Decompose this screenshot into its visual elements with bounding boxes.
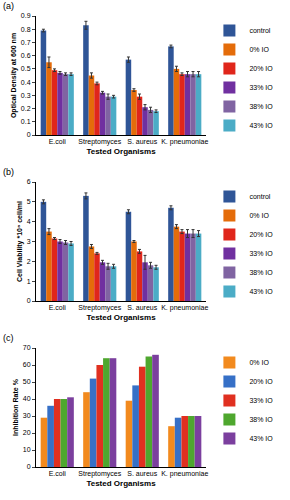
svg-text:60: 60 <box>23 361 31 368</box>
svg-text:Tested Organisms: Tested Organisms <box>86 479 156 488</box>
svg-text:38% IO: 38% IO <box>249 103 273 110</box>
svg-text:20% IO: 20% IO <box>249 378 273 385</box>
svg-text:0.2: 0.2 <box>21 105 31 112</box>
svg-text:Cell Viability *10⁸ cell/ml: Cell Viability *10⁸ cell/ml <box>16 201 24 282</box>
svg-text:(b): (b) <box>3 167 14 177</box>
svg-text:20% IO: 20% IO <box>249 65 273 72</box>
svg-text:6: 6 <box>27 178 31 185</box>
svg-text:Inhibition Rate %: Inhibition Rate % <box>12 378 19 436</box>
svg-text:0: 0 <box>27 297 31 304</box>
svg-text:0.1: 0.1 <box>21 118 31 125</box>
svg-text:2: 2 <box>27 258 31 265</box>
svg-text:20: 20 <box>23 429 31 436</box>
svg-text:0.3: 0.3 <box>21 92 31 99</box>
svg-text:K. pneumoniae: K. pneumoniae <box>161 470 208 478</box>
svg-text:S. aureus: S. aureus <box>127 470 157 477</box>
svg-text:E.coli: E.coli <box>49 470 67 477</box>
svg-text:0.8: 0.8 <box>21 26 31 33</box>
svg-text:control: control <box>249 27 270 34</box>
svg-text:Tested Organisms: Tested Organisms <box>86 147 156 156</box>
svg-text:43% IO: 43% IO <box>249 435 273 442</box>
svg-text:K. pneumoniae: K. pneumoniae <box>161 138 208 146</box>
svg-text:Streptomyces: Streptomyces <box>78 138 121 146</box>
svg-text:50: 50 <box>23 378 31 385</box>
svg-text:4: 4 <box>27 218 31 225</box>
svg-text:Streptomyces: Streptomyces <box>78 304 121 312</box>
svg-text:S. aureus: S. aureus <box>127 304 157 311</box>
svg-text:0.4: 0.4 <box>21 79 31 86</box>
svg-text:0: 0 <box>27 131 31 138</box>
svg-text:1: 1 <box>27 278 31 285</box>
svg-text:K. pneumoniae: K. pneumoniae <box>161 304 208 312</box>
svg-text:0.7: 0.7 <box>21 39 31 46</box>
svg-text:E.coli: E.coli <box>49 138 67 145</box>
svg-text:10: 10 <box>23 446 31 453</box>
svg-text:43% IO: 43% IO <box>249 122 273 129</box>
svg-text:0.9: 0.9 <box>21 12 31 19</box>
svg-text:38% IO: 38% IO <box>249 269 273 276</box>
svg-text:33% IO: 33% IO <box>249 84 273 91</box>
svg-text:Streptomyces: Streptomyces <box>78 470 121 478</box>
svg-text:30: 30 <box>23 412 31 419</box>
svg-text:38% IO: 38% IO <box>249 416 273 423</box>
svg-text:0.6: 0.6 <box>21 52 31 59</box>
svg-text:0% IO: 0% IO <box>249 359 269 366</box>
svg-text:0% IO: 0% IO <box>249 46 269 53</box>
svg-text:0% IO: 0% IO <box>249 212 269 219</box>
svg-text:33% IO: 33% IO <box>249 397 273 404</box>
svg-text:40: 40 <box>23 395 31 402</box>
svg-text:3: 3 <box>27 238 31 245</box>
svg-text:0: 0 <box>27 463 31 470</box>
svg-text:20% IO: 20% IO <box>249 231 273 238</box>
svg-text:control: control <box>249 193 270 200</box>
svg-text:Tested Organisms: Tested Organisms <box>86 313 156 322</box>
svg-text:S. aureus: S. aureus <box>127 138 157 145</box>
svg-text:E.coli: E.coli <box>49 304 67 311</box>
svg-text:0.5: 0.5 <box>21 65 31 72</box>
svg-text:43% IO: 43% IO <box>249 288 273 295</box>
svg-text:Optical Density at 600 nm: Optical Density at 600 nm <box>10 33 18 118</box>
svg-text:70: 70 <box>23 344 31 351</box>
svg-text:5: 5 <box>27 198 31 205</box>
svg-text:33% IO: 33% IO <box>249 250 273 257</box>
svg-text:(c): (c) <box>3 333 14 343</box>
svg-text:(a): (a) <box>3 1 14 11</box>
